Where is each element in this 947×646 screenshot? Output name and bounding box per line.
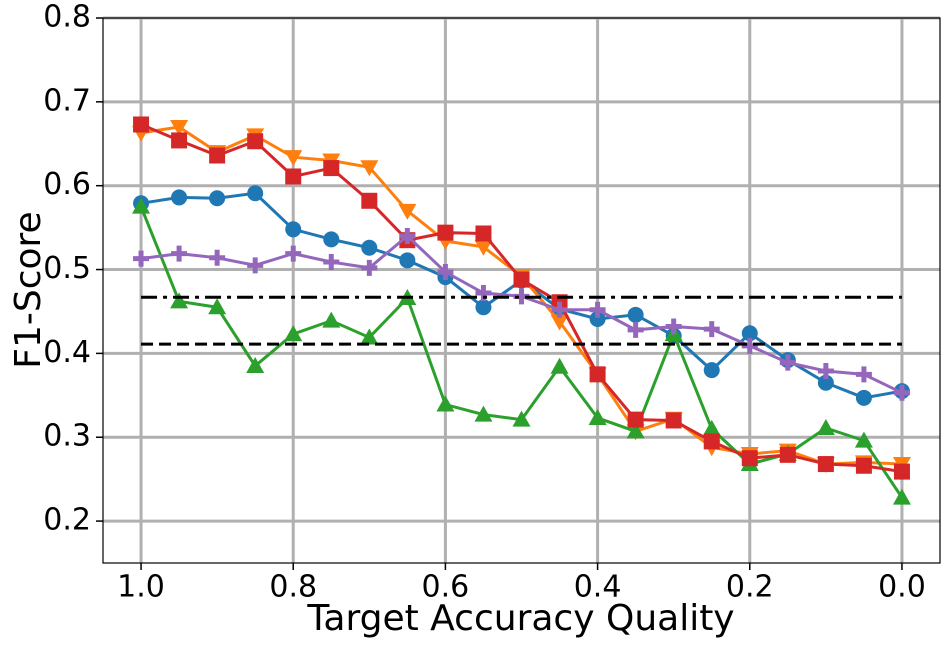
marker <box>589 311 606 328</box>
marker <box>854 431 873 448</box>
marker <box>512 410 531 427</box>
marker <box>627 321 644 338</box>
marker <box>437 264 454 281</box>
marker <box>741 325 758 342</box>
marker <box>398 203 417 220</box>
marker <box>475 299 492 316</box>
marker <box>133 250 150 267</box>
marker <box>170 292 189 309</box>
marker <box>361 259 378 276</box>
marker <box>284 150 303 167</box>
marker <box>399 228 416 244</box>
marker <box>474 239 493 256</box>
marker <box>209 190 226 207</box>
marker <box>285 168 302 185</box>
x-tick-label: 0.6 <box>422 570 470 605</box>
marker <box>817 374 834 391</box>
marker <box>475 225 492 242</box>
marker <box>247 133 264 150</box>
marker <box>323 231 340 248</box>
marker <box>171 245 188 262</box>
marker <box>703 321 720 338</box>
marker <box>627 411 644 428</box>
marker <box>703 433 720 450</box>
marker <box>855 457 872 474</box>
x-tick-label: 0.2 <box>726 570 774 605</box>
marker <box>588 408 607 425</box>
marker <box>284 325 303 342</box>
y-tick-label: 0.4 <box>43 335 91 370</box>
marker <box>247 185 264 202</box>
marker <box>779 446 796 463</box>
x-tick-label: 0.8 <box>269 570 317 605</box>
marker <box>360 328 379 345</box>
marker <box>437 224 454 241</box>
marker <box>817 362 834 379</box>
marker <box>626 422 645 439</box>
marker <box>322 311 341 328</box>
marker <box>589 366 606 383</box>
marker <box>589 301 606 318</box>
y-tick-label: 0.2 <box>43 503 91 538</box>
marker <box>360 160 379 177</box>
marker <box>246 356 265 373</box>
marker <box>285 245 302 262</box>
plot-frame <box>102 17 941 564</box>
marker <box>361 239 378 256</box>
marker <box>323 160 340 177</box>
marker <box>133 116 150 133</box>
marker <box>208 298 227 315</box>
y-tick-label: 0.6 <box>43 167 91 202</box>
marker <box>170 120 189 136</box>
marker <box>474 405 493 422</box>
y-axis-label: F1-Score <box>8 211 49 368</box>
marker <box>893 463 910 480</box>
marker <box>550 357 569 374</box>
y-tick-label: 0.5 <box>43 251 91 286</box>
marker <box>171 189 188 206</box>
marker <box>171 132 188 149</box>
marker <box>285 221 302 238</box>
marker <box>741 450 758 467</box>
marker <box>702 419 721 436</box>
marker <box>665 412 682 429</box>
x-tick-label: 1.0 <box>117 570 165 605</box>
marker <box>892 488 911 505</box>
x-axis-label: Target Accuracy Quality <box>306 598 734 639</box>
marker <box>665 318 682 335</box>
marker <box>703 362 720 379</box>
marker <box>816 419 835 436</box>
marker <box>893 384 910 401</box>
marker <box>209 147 226 164</box>
marker <box>436 395 455 412</box>
marker <box>399 252 416 269</box>
marker <box>627 306 644 323</box>
marker <box>209 249 226 266</box>
marker <box>513 271 530 288</box>
marker <box>550 314 569 331</box>
marker <box>323 253 340 270</box>
x-tick-label: 0.4 <box>574 570 622 605</box>
marker <box>779 354 796 371</box>
y-tick-label: 0.7 <box>43 83 91 118</box>
marker <box>361 192 378 209</box>
y-tick-label: 0.8 <box>43 0 91 35</box>
marker <box>132 197 151 214</box>
marker <box>855 366 872 383</box>
x-tick-label: 0.0 <box>878 570 926 605</box>
marker <box>247 257 264 274</box>
marker <box>551 301 568 318</box>
marker <box>855 389 872 406</box>
marker <box>817 456 834 473</box>
marker <box>741 337 758 354</box>
y-tick-label: 0.3 <box>43 419 91 454</box>
